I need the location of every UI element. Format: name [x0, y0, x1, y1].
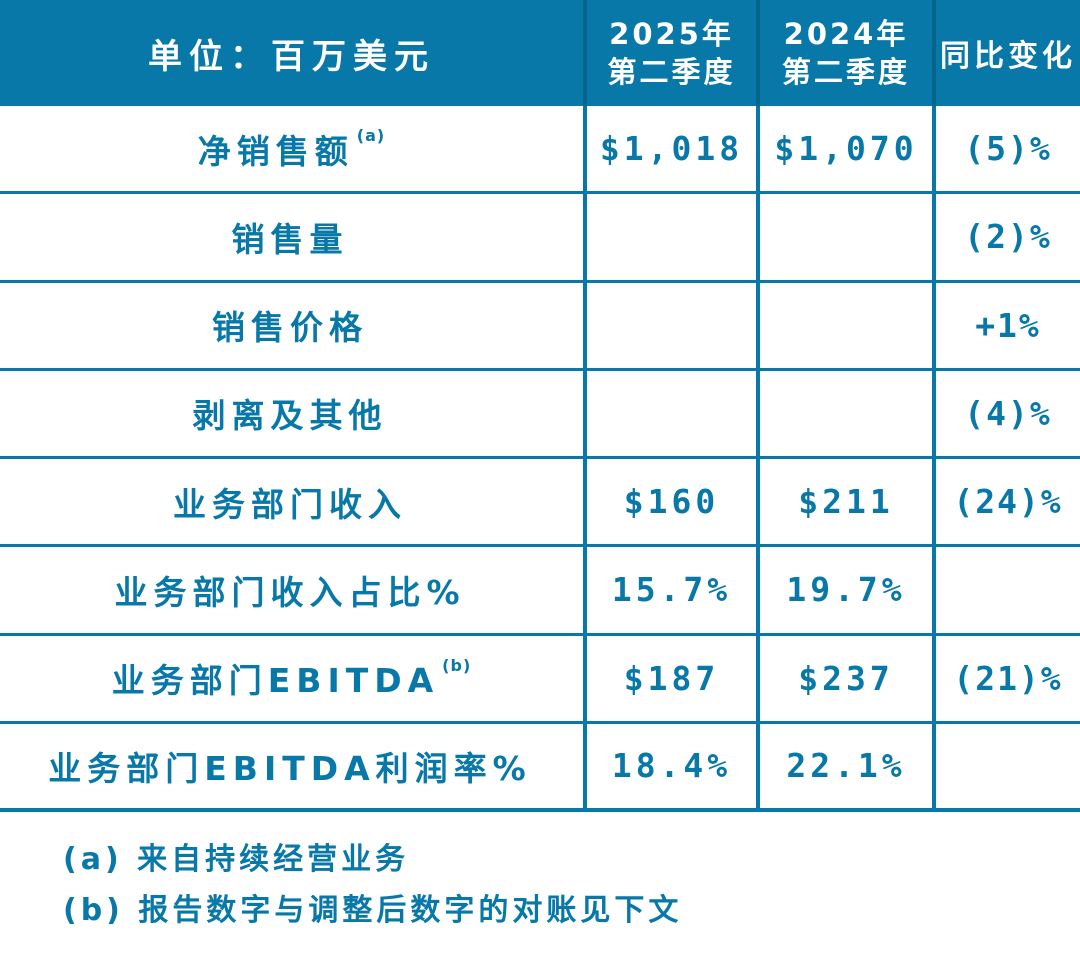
- value-2024-q2: $1,070: [756, 106, 932, 192]
- header-2024-q2: 2024年 第二季度: [756, 0, 932, 106]
- table-row: 业务部门收入占比% 15.7% 19.7%: [0, 547, 1080, 636]
- value-2025-q2: [583, 282, 756, 368]
- value-2025-q2: 15.7%: [583, 547, 756, 633]
- table-row: 销售量 (2)%: [0, 194, 1080, 283]
- row-label-text: 业务部门EBITDA: [111, 661, 440, 701]
- value-2024-q2: [756, 194, 932, 280]
- footnote-marker: (a): [356, 126, 386, 146]
- yoy-change-value: (2)%: [932, 194, 1080, 280]
- yoy-change-value: +1%: [932, 282, 1080, 368]
- header-2025-line1: 2025年: [609, 17, 734, 51]
- footnote-line: (b) 报告数字与调整后数字的对账见下文: [63, 893, 683, 928]
- value-2024-q2: [756, 282, 932, 368]
- row-label: 业务部门EBITDA利润率%: [0, 724, 583, 808]
- header-yoy-change: 同比变化: [932, 0, 1080, 106]
- table-body: 净销售额 (a) $1,018 $1,070 (5)% 销售量 (2)% 销售价格…: [0, 106, 1080, 812]
- row-label-text: 净销售额: [197, 131, 354, 171]
- header-2025-line2: 第二季度: [607, 55, 736, 89]
- row-label-text: 业务部门EBITDA利润率%: [48, 748, 532, 788]
- footnote-marker: (b): [442, 655, 472, 675]
- quarterly-results-table: 单位：百万美元 2025年 第二季度 2024年 第二季度 同比变化 净销售额(…: [0, 0, 1080, 812]
- table-row: 剥离及其他 (4)%: [0, 370, 1080, 459]
- value-2025-q2: $1,018: [583, 106, 756, 192]
- row-label: 业务部门收入占比%: [0, 547, 583, 632]
- yoy-header-text: 同比变化: [940, 39, 1076, 74]
- footnotes: (a) 来自持续经营业务 (b) 报告数字与调整后数字的对账见下文: [0, 812, 1080, 936]
- value-2024-q2: 19.7%: [756, 547, 932, 633]
- value-2024-q2: $237: [756, 635, 932, 721]
- value-2024-q2: 22.1%: [756, 723, 932, 808]
- value-2025-q2: [583, 370, 756, 456]
- header-2024-line1: 2024年: [783, 17, 909, 51]
- row-label: 业务部门EBITDA (b): [0, 636, 583, 721]
- row-label: 销售量: [0, 194, 583, 279]
- value-2025-q2: 18.4%: [583, 723, 756, 808]
- row-label-text: 业务部门收入占比%: [114, 572, 466, 612]
- header-2024-line2: 第二季度: [781, 55, 910, 89]
- footnote-line: (a) 来自持续经营业务: [63, 842, 410, 877]
- row-label-text: 销售价格: [212, 308, 368, 348]
- table-row: 业务部门EBITDA (b) $187 $237 (21)%: [0, 635, 1080, 724]
- table-row: 业务部门收入 $160 $211 (24)%: [0, 459, 1080, 548]
- header-2025-q2: 2025年 第二季度: [583, 0, 756, 106]
- yoy-change-value: (4)%: [932, 370, 1080, 456]
- yoy-change-value: (24)%: [932, 459, 1080, 545]
- table-row: 业务部门EBITDA利润率% 18.4% 22.1%: [0, 723, 1080, 812]
- row-label: 业务部门收入: [0, 459, 583, 544]
- yoy-change-value: [932, 723, 1080, 808]
- yoy-change-value: (21)%: [932, 635, 1080, 721]
- row-label-text: 剥离及其他: [192, 396, 388, 436]
- yoy-change-value: [932, 547, 1080, 633]
- header-unit-label: 单位：百万美元: [0, 0, 583, 106]
- value-2024-q2: [756, 370, 932, 456]
- value-2024-q2: $211: [756, 459, 932, 545]
- yoy-change-value: (5)%: [932, 106, 1080, 192]
- row-label-text: 销售量: [231, 219, 349, 259]
- table-row: 销售价格 +1%: [0, 282, 1080, 371]
- value-2025-q2: $187: [583, 635, 756, 721]
- table-header-row: 单位：百万美元 2025年 第二季度 2024年 第二季度 同比变化: [0, 0, 1080, 106]
- table-row: 净销售额 (a) $1,018 $1,070 (5)%: [0, 106, 1080, 195]
- row-label: 销售价格: [0, 283, 583, 368]
- unit-label-text: 单位：百万美元: [148, 36, 435, 77]
- row-label-text: 业务部门收入: [173, 484, 407, 524]
- row-label: 剥离及其他: [0, 371, 583, 456]
- value-2025-q2: $160: [583, 459, 756, 545]
- value-2025-q2: [583, 194, 756, 280]
- row-label: 净销售额 (a): [0, 106, 583, 191]
